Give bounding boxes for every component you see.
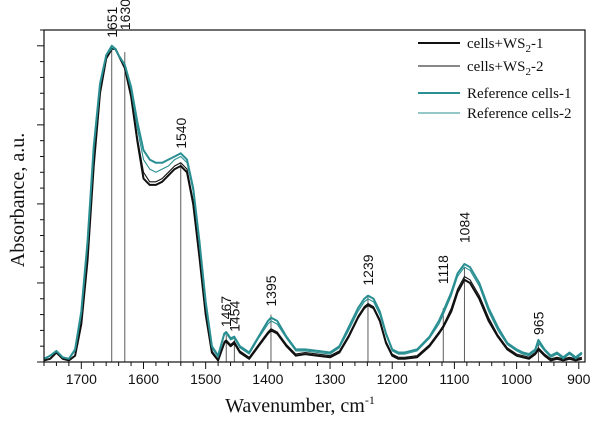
x-tick-label: 1400 (252, 371, 283, 387)
x-tick-label: 1600 (128, 371, 159, 387)
series-layer (43, 44, 583, 362)
axes-layer: 1700 1600 1500 1400 1300 1200 1100 1000 900 (37, 29, 591, 387)
x-tick-label: 1200 (377, 371, 408, 387)
x-tick-label: 1700 (66, 371, 97, 387)
x-tick-label: 1500 (190, 371, 221, 387)
peak-label-1540: 1540 (173, 117, 189, 148)
x-tick-label: 900 (567, 371, 591, 387)
series-line-4 (43, 48, 583, 360)
x-axis-label-text: Wavenumber, cm (225, 395, 365, 417)
peak-label-1084: 1084 (456, 212, 472, 243)
peak-label-1395: 1395 (263, 275, 279, 306)
peak-label-1118: 1118 (435, 255, 451, 284)
y-axis-label: Absorbance, a.u. (7, 133, 29, 267)
peak-label-1630: 1630 (117, 0, 133, 30)
x-axis-label: Wavenumber, cm-1 (225, 393, 375, 417)
peak-label-1239: 1239 (360, 254, 376, 285)
legend-label-3: Reference cells-1 (467, 86, 572, 102)
legend-label-4: Reference cells-2 (467, 106, 572, 122)
peak-label-1651: 1651 (104, 6, 120, 37)
peak-label-1454: 1454 (226, 301, 242, 332)
peak-label-1467: 1467 (218, 296, 234, 327)
peak-lines (111, 45, 539, 362)
x-tick-label: 1300 (314, 371, 345, 387)
peak-label-965: 965 (530, 311, 546, 335)
plot-frame (43, 29, 586, 363)
x-tick-label: 1000 (501, 371, 532, 387)
x-axis-label-exponent: -1 (365, 393, 375, 407)
x-tick-label: 1100 (439, 371, 469, 387)
legend: cells+WS2-1 cells+WS2-2 Reference cells-1 R… (418, 36, 572, 122)
legend-label-2: cells+WS2-2 (467, 59, 543, 78)
legend-label-1: cells+WS2-1 (467, 36, 543, 55)
